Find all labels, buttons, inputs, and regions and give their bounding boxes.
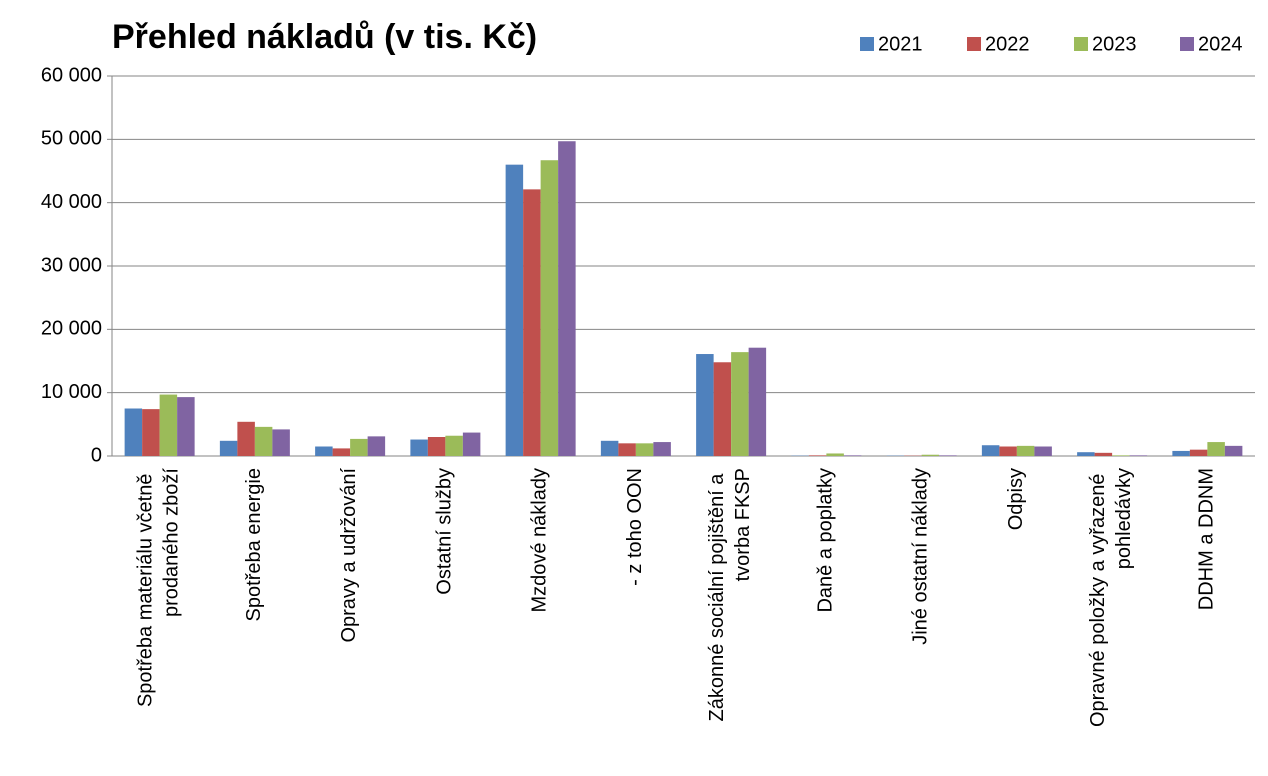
bar bbox=[808, 455, 827, 456]
bar bbox=[713, 362, 732, 456]
bar bbox=[159, 394, 178, 456]
bar bbox=[1129, 455, 1148, 456]
bar bbox=[505, 164, 524, 456]
x-tick-label: Opravné položky a vyřazené pohledávky bbox=[1087, 468, 1135, 727]
bar bbox=[1034, 446, 1052, 456]
y-tick-label: 20 000 bbox=[41, 318, 102, 340]
bar bbox=[219, 440, 238, 456]
bar bbox=[332, 448, 351, 456]
bar bbox=[921, 454, 940, 456]
bar bbox=[696, 354, 714, 456]
bar bbox=[999, 446, 1017, 456]
x-tick-label: Zákonné sociální pojištění a tvorba FKSP bbox=[706, 468, 754, 722]
legend-label: 2021 bbox=[878, 33, 923, 55]
y-tick-label: 0 bbox=[91, 444, 102, 466]
bar bbox=[272, 429, 290, 456]
bar bbox=[1112, 455, 1130, 456]
bar bbox=[1207, 442, 1225, 456]
bar bbox=[237, 421, 255, 456]
bar bbox=[350, 438, 368, 456]
x-tick-label: Daně a poplatky bbox=[815, 468, 837, 613]
chart-title: Přehled nákladů (v tis. Kč) bbox=[112, 18, 537, 56]
bar bbox=[1094, 452, 1113, 456]
legend-label: 2024 bbox=[1198, 33, 1243, 55]
bar bbox=[124, 408, 143, 456]
bar bbox=[731, 352, 749, 456]
x-tick-label: Opravy a udržování bbox=[338, 468, 360, 643]
legend-label: 2023 bbox=[1092, 33, 1137, 55]
x-tick-label: Spotřeba energie bbox=[243, 468, 265, 621]
bar bbox=[635, 443, 654, 456]
bar bbox=[523, 189, 541, 456]
bar bbox=[939, 455, 957, 456]
bar bbox=[410, 439, 428, 456]
bar bbox=[1172, 450, 1190, 456]
bar bbox=[843, 455, 862, 456]
x-tick-label: Mzdové náklady bbox=[529, 468, 551, 613]
legend-label: 2022 bbox=[985, 33, 1030, 55]
bar bbox=[558, 141, 576, 456]
bar bbox=[748, 347, 767, 456]
bar bbox=[1016, 445, 1035, 456]
legend-swatch bbox=[860, 37, 874, 51]
bar bbox=[1189, 449, 1208, 456]
bar bbox=[445, 435, 463, 456]
bar bbox=[1224, 445, 1243, 456]
bar bbox=[540, 160, 559, 456]
bar bbox=[315, 446, 333, 456]
x-tick-label: Ostatní služby bbox=[434, 468, 456, 595]
legend-swatch bbox=[1074, 37, 1088, 51]
x-tick-label: DDHM a DDNM bbox=[1196, 468, 1218, 610]
bar bbox=[1077, 452, 1095, 456]
bar bbox=[254, 426, 273, 456]
legend-swatch bbox=[1180, 37, 1194, 51]
bar bbox=[826, 453, 844, 456]
bar bbox=[177, 397, 195, 456]
bar bbox=[367, 436, 386, 456]
bar bbox=[653, 442, 671, 456]
bar bbox=[427, 437, 446, 456]
y-tick-label: 60 000 bbox=[41, 64, 102, 86]
x-tick-label: Odpisy bbox=[1005, 468, 1027, 530]
y-tick-label: 50 000 bbox=[41, 128, 102, 150]
bar bbox=[142, 409, 160, 456]
x-tick-label: Jiné ostatní náklady bbox=[910, 468, 932, 645]
y-tick-label: 40 000 bbox=[41, 191, 102, 213]
bar bbox=[600, 440, 619, 456]
y-tick-label: 30 000 bbox=[41, 254, 102, 276]
legend-swatch bbox=[967, 37, 981, 51]
x-tick-label: - z toho OON bbox=[624, 468, 646, 586]
y-tick-label: 10 000 bbox=[41, 381, 102, 403]
bar bbox=[462, 432, 481, 456]
bar bbox=[981, 445, 1000, 456]
bar bbox=[618, 443, 636, 456]
x-tick-label: Spotřeba materiálu včetně prodaného zbož… bbox=[135, 468, 183, 707]
